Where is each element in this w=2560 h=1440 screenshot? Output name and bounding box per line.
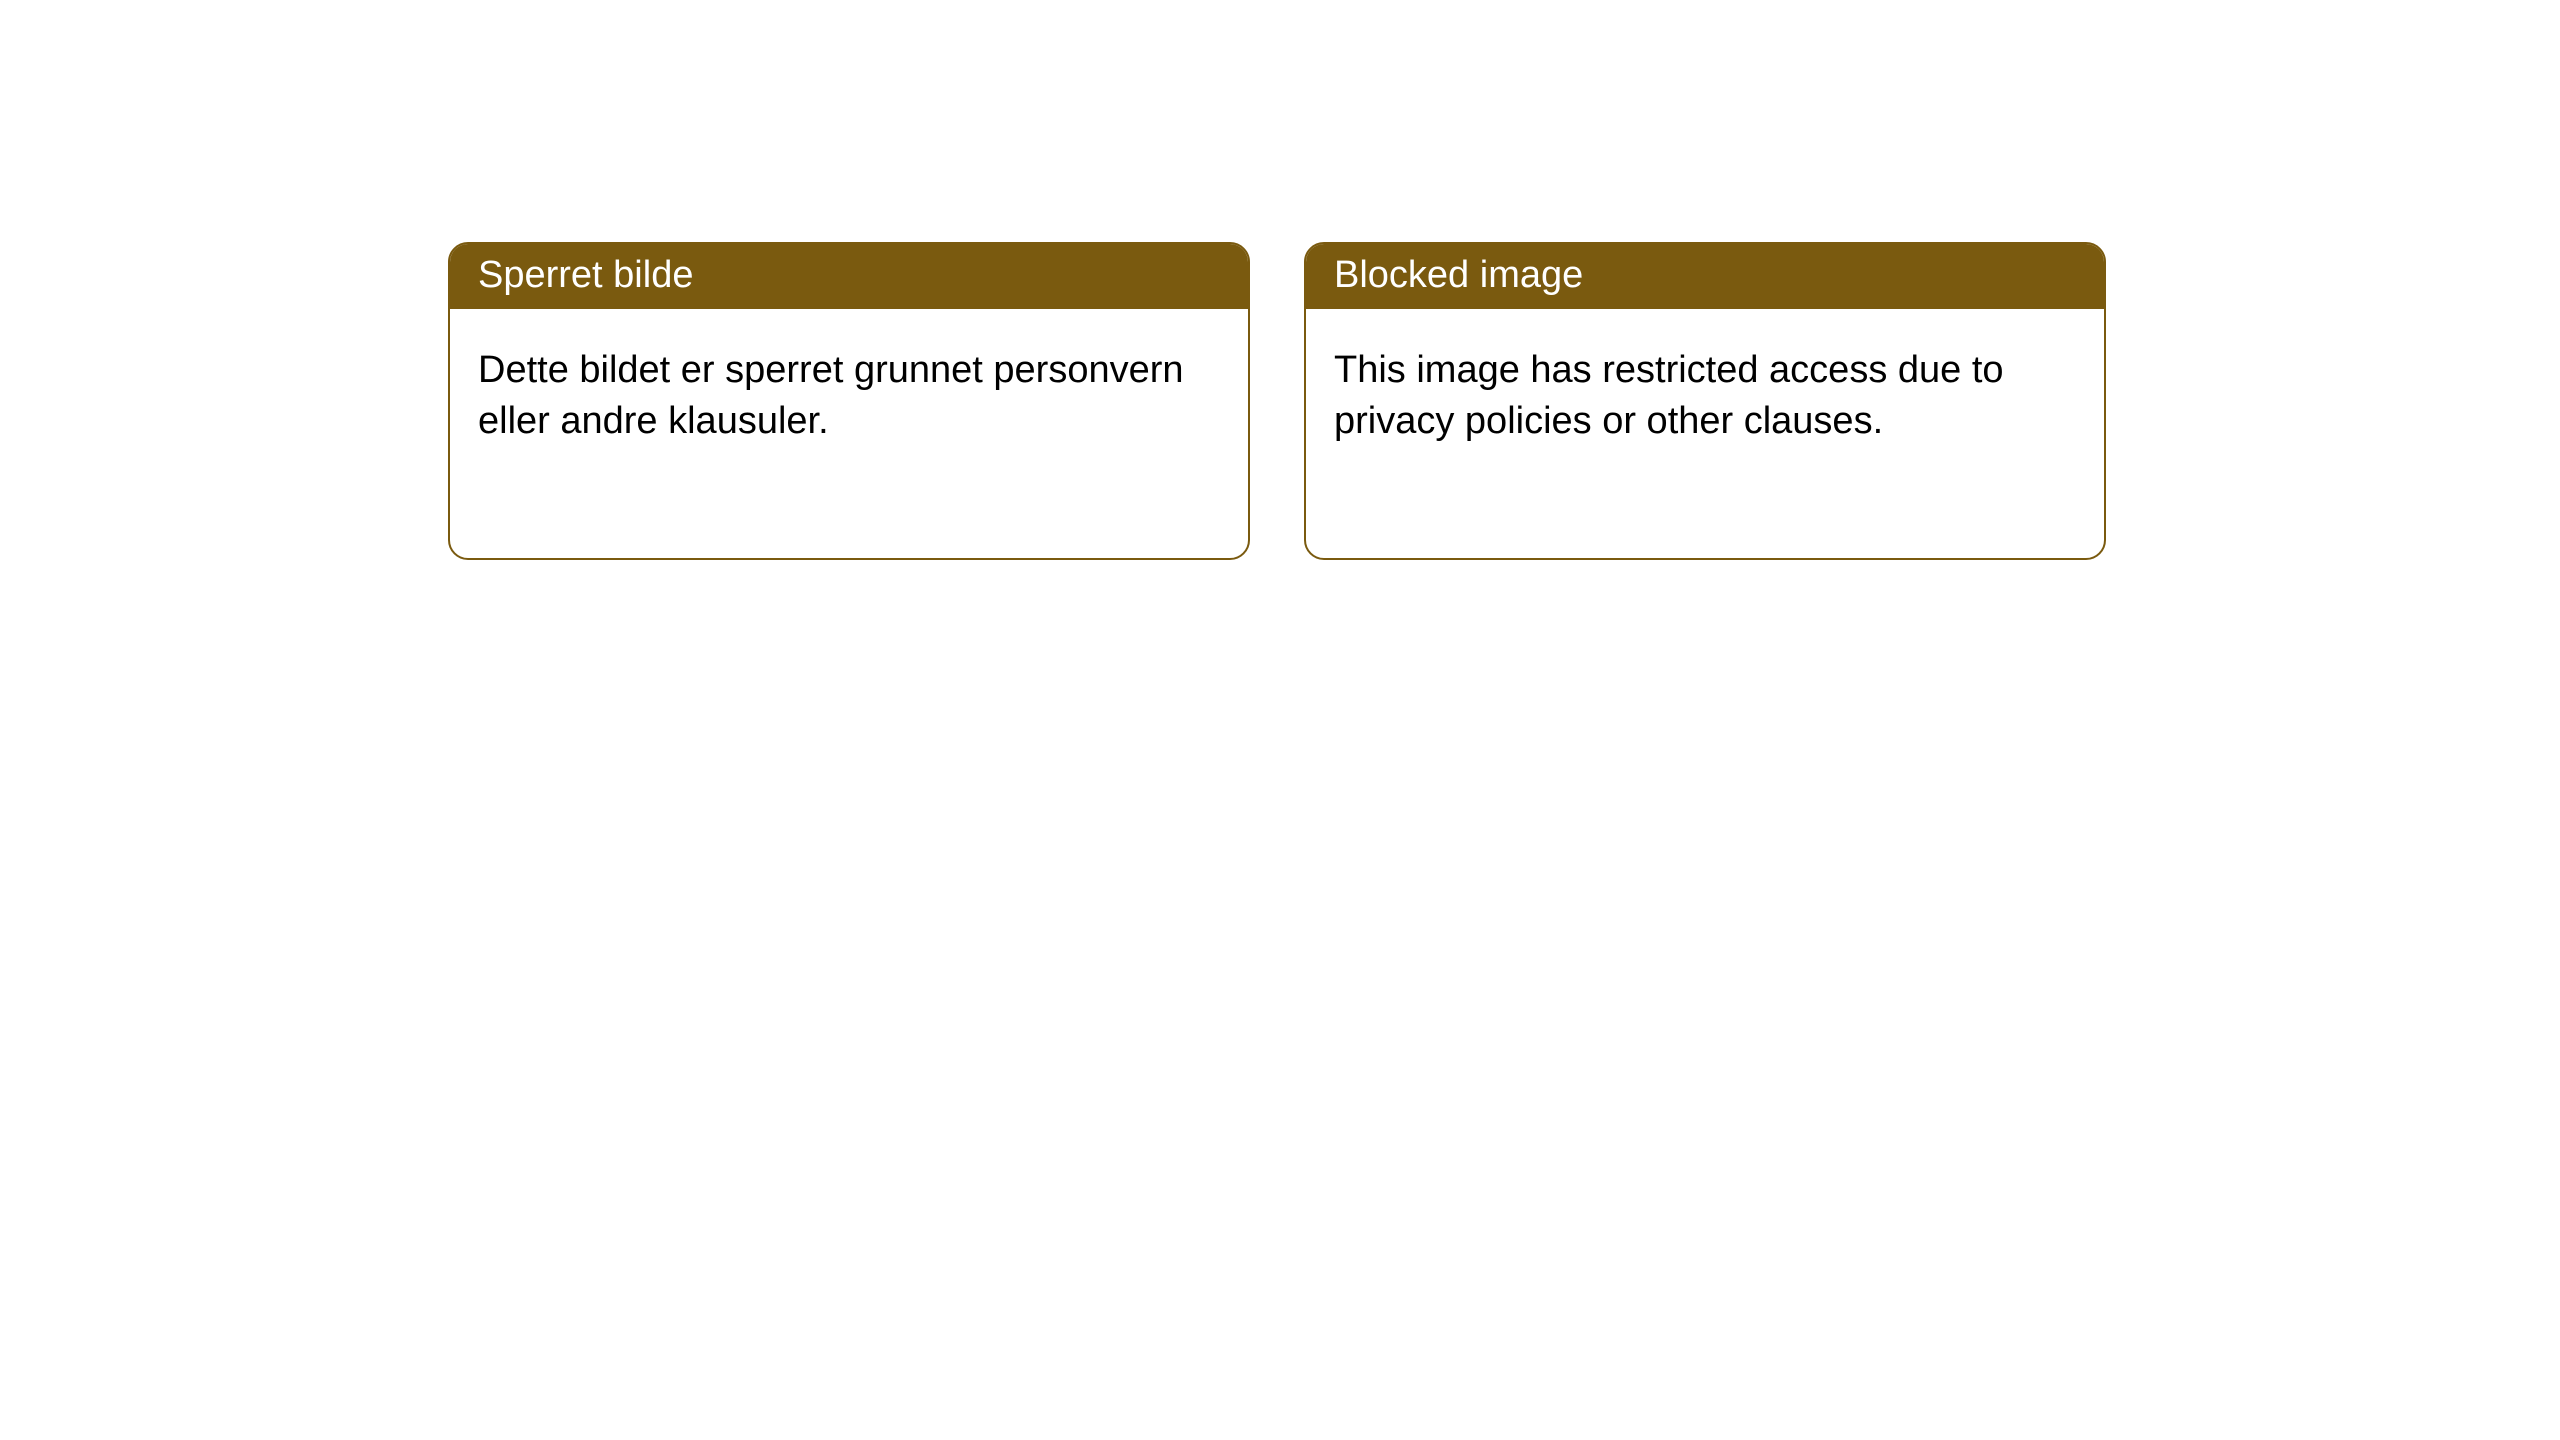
notice-card-norwegian: Sperret bilde Dette bildet er sperret gr… <box>448 242 1250 560</box>
notice-title: Blocked image <box>1306 244 2104 309</box>
notices-container: Sperret bilde Dette bildet er sperret gr… <box>0 0 2560 560</box>
notice-body: This image has restricted access due to … <box>1306 309 2104 558</box>
notice-card-english: Blocked image This image has restricted … <box>1304 242 2106 560</box>
notice-title: Sperret bilde <box>450 244 1248 309</box>
notice-body: Dette bildet er sperret grunnet personve… <box>450 309 1248 558</box>
